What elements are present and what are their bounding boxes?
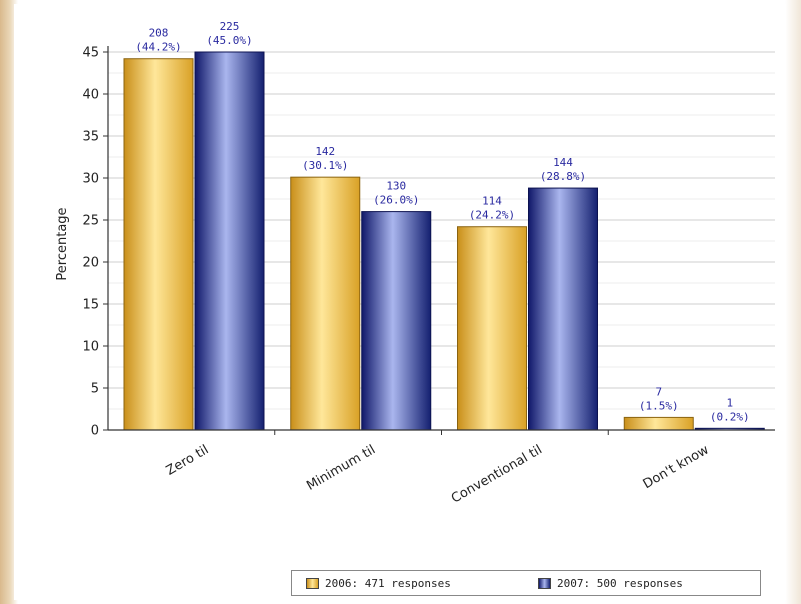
data-label-percent: (45.0%): [206, 34, 252, 47]
y-tick-label: 15: [82, 298, 99, 313]
data-label-count: 225: [220, 20, 240, 33]
y-tick-label: 5: [91, 382, 99, 397]
y-tick-label: 35: [82, 130, 99, 145]
bar-2007-2: [528, 187, 598, 431]
x-category-label: Zero til: [164, 442, 212, 478]
data-label-count: 208: [149, 27, 169, 40]
legend-item-2007: 2007: 500 responses: [538, 577, 683, 590]
y-tick-label: 45: [82, 46, 99, 61]
data-label-percent: (24.2%): [469, 209, 515, 222]
data-label-percent: (44.2%): [135, 41, 181, 54]
legend: 2006: 471 responses 2007: 500 responses: [291, 570, 761, 596]
data-label-count: 114: [482, 195, 502, 208]
data-label-count: 142: [315, 145, 335, 158]
data-label-percent: (1.5%): [639, 399, 679, 412]
bar-2006-1: [290, 176, 361, 431]
y-tick-label: 30: [82, 172, 99, 187]
legend-swatch-2006: [306, 578, 319, 589]
bar-2006-0: [123, 58, 194, 431]
data-label-count: 144: [553, 156, 573, 169]
bar-2006-2: [457, 226, 527, 431]
data-label-count: 130: [386, 180, 406, 193]
y-tick-label: 0: [91, 424, 99, 439]
data-label-count: 7: [655, 385, 662, 398]
data-label-percent: (28.8%): [540, 170, 586, 183]
x-category-label: Conventional til: [449, 442, 545, 506]
bar-2007-1: [361, 211, 432, 431]
bars-group: [123, 51, 765, 431]
bar-2007-0: [194, 51, 265, 431]
y-tick-label: 10: [82, 340, 99, 355]
legend-swatch-2007: [538, 578, 551, 589]
x-category-label: Minimum til: [304, 442, 378, 493]
legend-label-2006: 2006: 471 responses: [325, 577, 451, 590]
y-tick-label: 40: [82, 88, 99, 103]
legend-label-2007: 2007: 500 responses: [557, 577, 683, 590]
y-tick-label: 25: [82, 214, 99, 229]
y-axis-title: Percentage: [55, 207, 70, 280]
legend-item-2006: 2006: 471 responses: [306, 577, 451, 590]
data-label-percent: (0.2%): [710, 410, 750, 423]
data-label-percent: (30.1%): [302, 159, 348, 172]
data-labels: 208(44.2%) 225(45.0%) 142(30.1%) 130(26.0%)…: [135, 20, 749, 423]
y-tick-label: 20: [82, 256, 99, 271]
data-label-percent: (26.0%): [373, 194, 419, 207]
bar-2006-3: [623, 416, 694, 431]
data-label-count: 1: [726, 396, 733, 409]
x-category-label: Don't know: [641, 442, 712, 492]
